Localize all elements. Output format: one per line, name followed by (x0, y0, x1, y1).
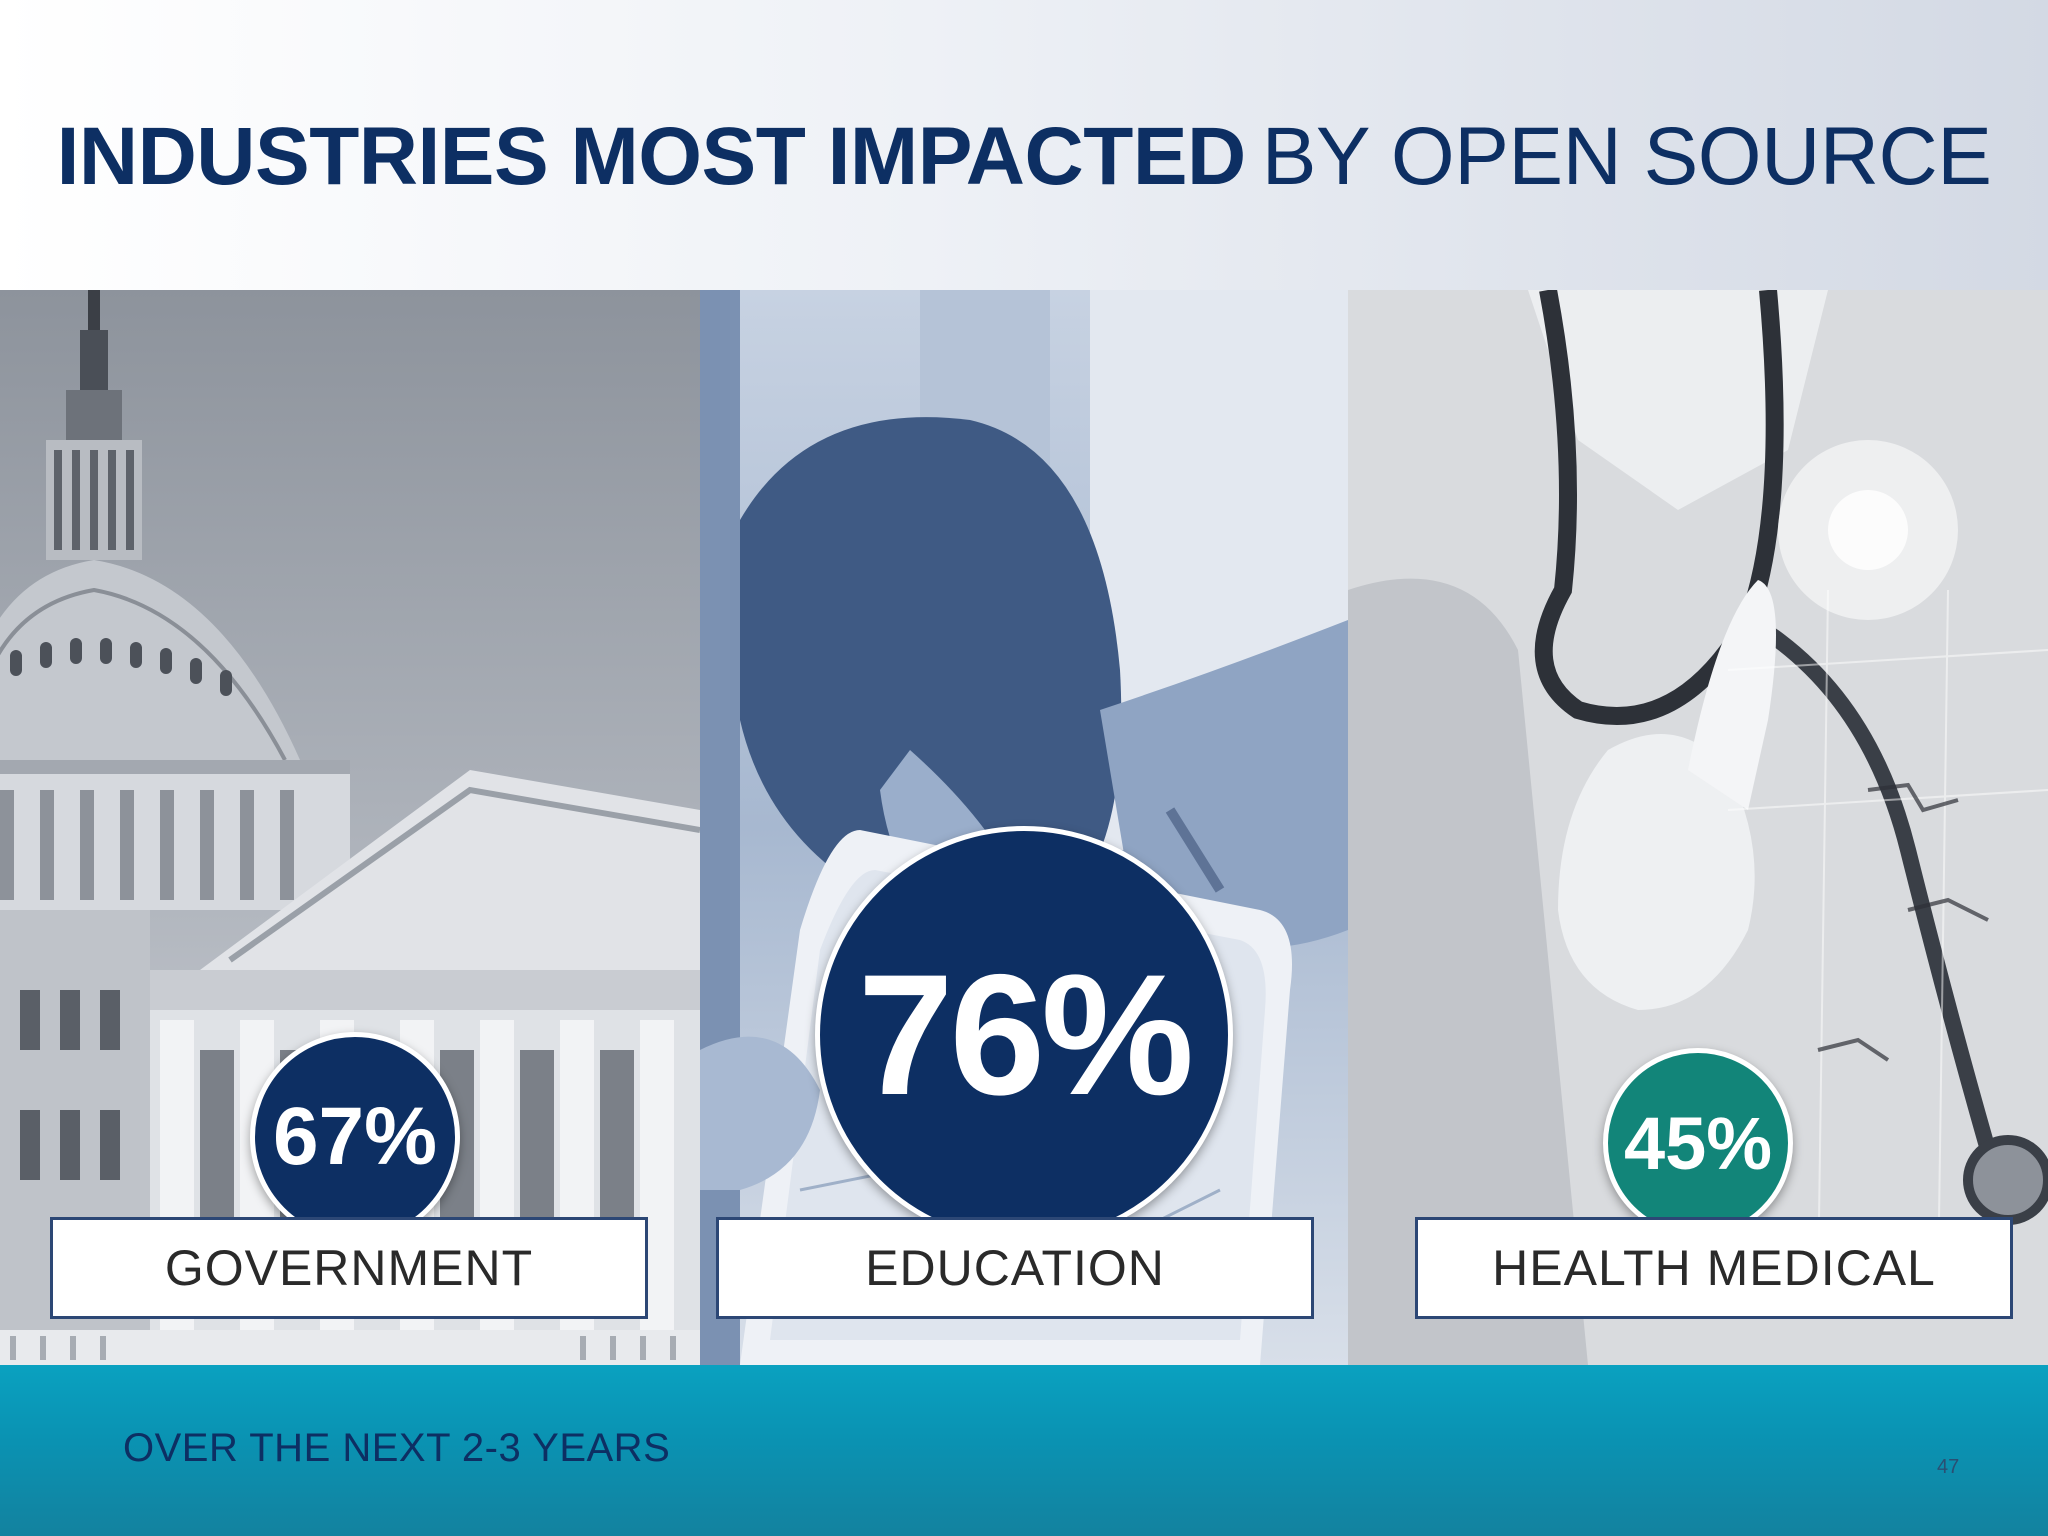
page-number: 47 (1937, 1456, 1960, 1478)
government-photo (0, 290, 700, 1365)
health-medical-percentage: 45% (1623, 1101, 1773, 1185)
government-label: GOVERNMENT (50, 1217, 648, 1319)
footer-note: OVER THE NEXT 2-3 YEARS (123, 1426, 671, 1470)
health-medical-percentage-badge: 45% (1603, 1048, 1793, 1238)
slide-title: INDUSTRIES MOST IMPACTED BY OPEN SOURCE (0, 110, 2048, 204)
education-percentage: 76% (857, 939, 1194, 1131)
government-percentage: 67% (272, 1091, 438, 1182)
health-medical-photo (1348, 290, 2048, 1365)
health-medical-label: HEALTH MEDICAL (1415, 1217, 2013, 1319)
title-strong: INDUSTRIES MOST IMPACTED (56, 111, 1247, 202)
education-percentage-badge: 76% (815, 826, 1233, 1244)
doctor-with-stethoscope-icon (1348, 290, 2048, 1365)
footer-band (0, 1365, 2048, 1536)
government-percentage-badge: 67% (250, 1032, 460, 1242)
title-light: BY OPEN SOURCE (1261, 111, 1992, 202)
education-label: EDUCATION (716, 1217, 1314, 1319)
